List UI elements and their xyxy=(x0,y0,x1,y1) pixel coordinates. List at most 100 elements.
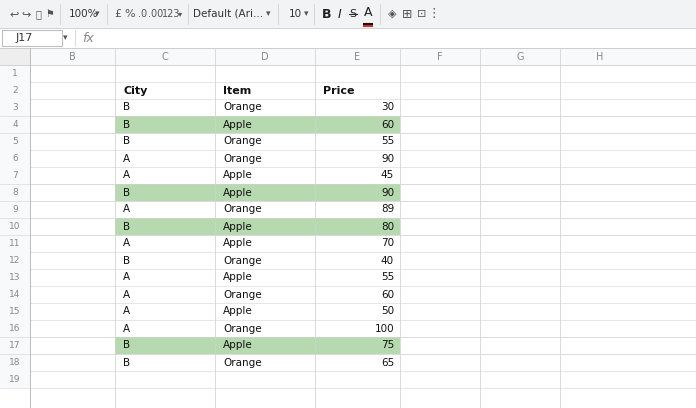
Text: City: City xyxy=(123,86,148,95)
Text: 55: 55 xyxy=(381,137,394,146)
Text: A: A xyxy=(123,324,130,333)
Text: Apple: Apple xyxy=(223,273,253,282)
Text: A: A xyxy=(123,171,130,180)
Text: A: A xyxy=(123,239,130,248)
Text: 11: 11 xyxy=(9,239,21,248)
Text: 50: 50 xyxy=(381,306,394,317)
Text: 18: 18 xyxy=(9,358,21,367)
Text: ▾: ▾ xyxy=(303,9,308,18)
Text: .00: .00 xyxy=(148,9,164,19)
Text: ↩: ↩ xyxy=(9,9,19,19)
Text: Apple: Apple xyxy=(223,188,253,197)
Text: Orange: Orange xyxy=(223,290,262,299)
Text: 75: 75 xyxy=(381,341,394,350)
Text: 4: 4 xyxy=(13,120,18,129)
Text: B: B xyxy=(123,188,130,197)
Text: 123: 123 xyxy=(161,9,180,19)
Bar xyxy=(0,82,30,99)
Text: ⊞: ⊞ xyxy=(402,7,412,20)
Text: ◈: ◈ xyxy=(388,9,396,19)
Bar xyxy=(0,269,30,286)
Text: %: % xyxy=(125,9,135,19)
Text: 13: 13 xyxy=(9,273,21,282)
Text: 9: 9 xyxy=(12,205,18,214)
Bar xyxy=(0,286,30,303)
Text: 100%: 100% xyxy=(69,9,99,19)
Text: 60: 60 xyxy=(381,120,394,129)
Text: ⊡: ⊡ xyxy=(418,9,427,19)
Text: B: B xyxy=(123,222,130,231)
Text: ▾: ▾ xyxy=(178,9,182,18)
Text: 90: 90 xyxy=(381,188,394,197)
Text: 70: 70 xyxy=(381,239,394,248)
Text: A: A xyxy=(123,273,130,282)
Text: 30: 30 xyxy=(381,102,394,113)
Text: A: A xyxy=(123,290,130,299)
Text: ⋮: ⋮ xyxy=(428,7,441,20)
Text: H: H xyxy=(596,51,603,62)
Text: 6: 6 xyxy=(12,154,18,163)
Bar xyxy=(2,30,62,46)
Text: B: B xyxy=(123,357,130,368)
Text: B: B xyxy=(123,102,130,113)
Bar xyxy=(215,116,315,133)
Bar xyxy=(0,371,30,388)
Bar xyxy=(0,48,696,65)
Text: 65: 65 xyxy=(381,357,394,368)
Bar xyxy=(0,150,30,167)
Bar xyxy=(0,116,30,133)
Text: ↪: ↪ xyxy=(22,9,31,19)
Text: 12: 12 xyxy=(9,256,21,265)
Text: F: F xyxy=(437,51,443,62)
Bar xyxy=(0,133,30,150)
Text: Apple: Apple xyxy=(223,171,253,180)
Text: 🖨: 🖨 xyxy=(35,9,41,19)
Bar xyxy=(115,337,215,354)
Text: Orange: Orange xyxy=(223,357,262,368)
Text: Orange: Orange xyxy=(223,137,262,146)
Bar xyxy=(0,303,30,320)
Bar xyxy=(315,116,400,133)
Bar xyxy=(0,0,696,28)
Text: Apple: Apple xyxy=(223,239,253,248)
Text: .0: .0 xyxy=(139,9,148,19)
Text: D: D xyxy=(261,51,269,62)
Bar xyxy=(115,116,215,133)
Text: £: £ xyxy=(114,9,122,19)
Bar xyxy=(315,337,400,354)
Text: A: A xyxy=(123,153,130,164)
Text: Orange: Orange xyxy=(223,102,262,113)
Text: 40: 40 xyxy=(381,255,394,266)
Text: Item: Item xyxy=(223,86,251,95)
Text: B: B xyxy=(123,255,130,266)
Text: Apple: Apple xyxy=(223,120,253,129)
Text: ▾: ▾ xyxy=(266,9,270,18)
Text: 89: 89 xyxy=(381,204,394,215)
Bar xyxy=(115,184,215,201)
Text: B: B xyxy=(69,51,76,62)
Text: ⚑: ⚑ xyxy=(46,9,54,19)
Text: A: A xyxy=(123,306,130,317)
Bar xyxy=(0,354,30,371)
Text: 100: 100 xyxy=(374,324,394,333)
Bar xyxy=(215,184,315,201)
Bar xyxy=(0,235,30,252)
Text: E: E xyxy=(354,51,361,62)
Bar xyxy=(0,184,30,201)
Text: Apple: Apple xyxy=(223,222,253,231)
Text: Price: Price xyxy=(323,86,354,95)
Bar xyxy=(215,337,315,354)
Bar xyxy=(0,48,30,65)
Text: B: B xyxy=(322,7,332,20)
Text: 8: 8 xyxy=(12,188,18,197)
Text: 45: 45 xyxy=(381,171,394,180)
Bar xyxy=(0,201,30,218)
Text: 17: 17 xyxy=(9,341,21,350)
Text: I: I xyxy=(338,7,342,20)
Text: C: C xyxy=(161,51,168,62)
Text: A: A xyxy=(364,7,372,20)
Text: fx: fx xyxy=(82,31,94,44)
Text: Orange: Orange xyxy=(223,255,262,266)
Bar xyxy=(0,337,30,354)
Text: Orange: Orange xyxy=(223,153,262,164)
